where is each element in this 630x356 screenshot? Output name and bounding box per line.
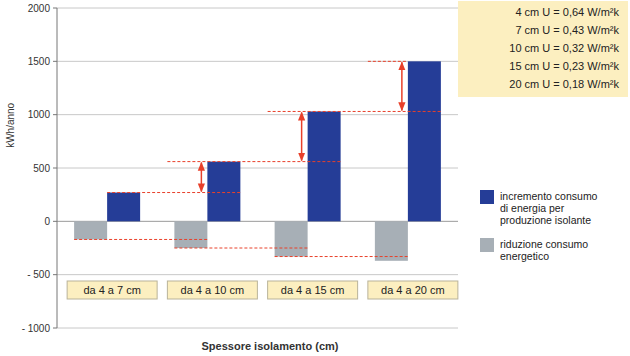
category-box (67, 281, 157, 299)
tick-mark (53, 168, 57, 169)
tick-mark (53, 221, 57, 222)
difference-arrow (201, 163, 203, 192)
category-label: da 4 a 10 cm (181, 284, 245, 296)
annotation: 20 cm U = 0,18 W/m²k (509, 78, 619, 90)
legend-swatch (480, 238, 494, 252)
category-box (268, 281, 358, 299)
legend-line: riduzione consumo (500, 238, 588, 250)
bar (107, 193, 140, 222)
tick-label: 1000 (28, 109, 51, 120)
tick-label: 2000 (28, 3, 51, 14)
spacer (107, 161, 140, 162)
tick-mark (53, 8, 57, 9)
annotation-box (458, 1, 628, 97)
guide-line (167, 161, 207, 162)
tick-mark (53, 274, 57, 275)
grid-line (57, 168, 458, 169)
guide-line (275, 256, 408, 257)
legend-label: incremento consumodi energia perproduzio… (500, 190, 598, 226)
legend-swatch (480, 190, 494, 204)
bar (275, 221, 308, 256)
grid-line (57, 8, 458, 9)
category-label: da 4 a 20 cm (381, 284, 445, 296)
guide-line (368, 61, 408, 62)
bar (174, 221, 207, 248)
y-axis-label: kWh/anno (5, 102, 16, 147)
tick-mark (53, 328, 57, 329)
category-label: da 4 a 7 cm (83, 284, 140, 296)
annotation: 10 cm U = 0,32 W/m²k (509, 42, 619, 54)
grid-line (57, 274, 458, 275)
legend-line: energetico (500, 250, 549, 262)
y-axis-line (57, 8, 58, 328)
chart-svg: - 1000 - 500 0 500 1000 1500 2000 da 4 a 7 cm da… (0, 0, 630, 356)
guide-line (174, 248, 307, 249)
legend-label: riduzione consumoenergetico (500, 238, 588, 262)
bar (207, 162, 240, 222)
bars (74, 61, 441, 260)
legend-line: incremento consumo (500, 190, 598, 202)
category-label: da 4 a 15 cm (281, 284, 345, 296)
tick-label: 500 (33, 163, 50, 174)
bar (308, 111, 341, 221)
x-axis-label: Spessore isolamento (cm) (202, 340, 339, 352)
spacer (207, 111, 240, 112)
tick-mark (53, 114, 57, 115)
annotation: 4 cm U = 0,64 W/m²k (515, 6, 619, 18)
annotation: 7 cm U = 0,43 W/m²k (515, 24, 619, 36)
tick-label: 1500 (28, 56, 51, 67)
category-box (368, 281, 458, 299)
annotation: 15 cm U = 0,23 W/m²k (509, 60, 619, 72)
guide-line (74, 239, 207, 240)
tick-mark (53, 61, 57, 62)
tick-label: 0 (44, 216, 50, 227)
spacer (308, 61, 341, 62)
guide-line (308, 111, 441, 112)
tick-label: - 1000 (22, 323, 51, 334)
legend-line: di energia per (500, 202, 565, 214)
guide-line (268, 111, 308, 112)
difference-arrow (301, 112, 303, 160)
bar (408, 61, 441, 221)
bar (375, 221, 408, 260)
bar (74, 221, 107, 239)
grid-line (57, 328, 458, 329)
guide-line (207, 161, 340, 162)
guides (74, 61, 441, 256)
category-box (167, 281, 257, 299)
tick-label: - 500 (27, 269, 50, 280)
guide-line (107, 192, 240, 193)
grid-line (57, 61, 458, 62)
difference-arrow (401, 62, 403, 110)
grid-line (57, 114, 458, 115)
chart-container: - 1000 - 500 0 500 1000 1500 2000 da 4 a 7 cm da… (0, 0, 630, 356)
legend-line: produzione isolante (500, 214, 591, 226)
